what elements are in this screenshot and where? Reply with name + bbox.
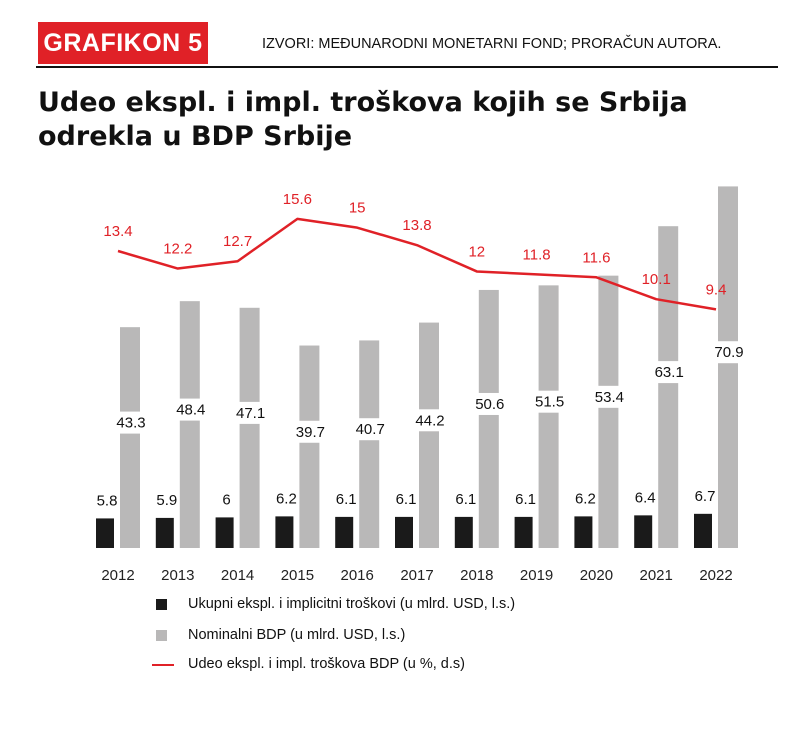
- x-tick-2013: 2013: [161, 567, 194, 584]
- x-tick-2022: 2022: [699, 567, 732, 584]
- label-total-costs-2014: 6: [222, 491, 230, 508]
- bar-gdp-2019: [538, 285, 559, 548]
- bar-total-costs-2013: [155, 517, 174, 548]
- chart-badge: GRAFIKON 5: [38, 22, 208, 64]
- label-gdp-2018: 50.6: [475, 396, 504, 413]
- label-bg-gdp-2016: [352, 418, 387, 441]
- legend-swatch-light: [156, 630, 167, 641]
- bar-total-costs-2018: [454, 516, 473, 548]
- bar-total-costs-2019: [514, 516, 533, 548]
- label-total-costs-2013: 5.9: [156, 492, 177, 509]
- label-bg-gdp-2012: [113, 411, 147, 434]
- label-gdp-2012: 43.3: [116, 415, 145, 432]
- legend-swatch-line: [152, 664, 174, 666]
- label-share-2014: 12.7: [223, 233, 252, 250]
- label-total-costs-2015: 6.2: [276, 490, 297, 507]
- chart-title: Udeo ekspl. i impl. troškova kojih se Sr…: [38, 87, 688, 152]
- label-bg-gdp-2019: [531, 390, 566, 413]
- label-share-2018: 12: [468, 243, 485, 260]
- label-total-costs-2021: 6.4: [635, 489, 656, 506]
- label-share-2021: 10.1: [642, 271, 671, 288]
- bar-total-costs-2017: [395, 516, 413, 548]
- label-gdp-2016: 40.7: [356, 421, 385, 438]
- x-tick-2019: 2019: [520, 567, 553, 584]
- label-share-2012: 13.4: [103, 223, 132, 240]
- bar-total-costs-2014: [215, 517, 234, 548]
- label-gdp-2015: 39.7: [296, 424, 325, 441]
- bar-gdp-2017: [419, 322, 439, 548]
- bar-total-costs-2020: [574, 516, 593, 548]
- label-gdp-2014: 47.1: [236, 405, 265, 422]
- label-bg-gdp-2017: [412, 409, 446, 432]
- label-share-2013: 12.2: [163, 241, 192, 258]
- x-tick-2012: 2012: [101, 567, 134, 584]
- label-total-costs-2022: 6.7: [695, 488, 716, 505]
- label-bg-gdp-2014: [232, 401, 267, 424]
- legend-label-total-costs: Ukupni ekspl. i implicitni troškovi (u m…: [188, 596, 516, 612]
- label-bg-gdp-2020: [591, 385, 626, 408]
- bar-gdp-2016: [359, 340, 380, 548]
- label-bg-gdp-2018: [471, 392, 506, 415]
- label-gdp-2020: 53.4: [595, 389, 624, 406]
- bar-gdp-2015: [299, 345, 320, 548]
- label-share-2019: 11.8: [523, 246, 551, 263]
- header-divider: [36, 66, 778, 68]
- bar-total-costs-2012: [96, 518, 114, 548]
- label-share-2020: 11.6: [582, 249, 610, 266]
- label-gdp-2021: 63.1: [655, 364, 684, 381]
- bar-gdp-2020: [598, 275, 619, 548]
- legend-label-share: Udeo ekspl. i impl. troškova BDP (u %, d…: [188, 656, 465, 672]
- label-total-costs-2020: 6.2: [575, 490, 596, 507]
- label-bg-gdp-2021: [651, 361, 686, 384]
- bar-total-costs-2022: [694, 513, 712, 548]
- label-share-2022: 9.4: [706, 281, 727, 298]
- label-gdp-2013: 48.4: [176, 402, 205, 419]
- bar-gdp-2013: [179, 301, 200, 548]
- label-gdp-2022: 70.9: [714, 344, 743, 361]
- label-total-costs-2018: 6.1: [455, 491, 476, 508]
- x-tick-2018: 2018: [460, 567, 493, 584]
- bar-gdp-2012: [120, 327, 140, 548]
- label-gdp-2019: 51.5: [535, 394, 564, 411]
- label-share-2015: 15.6: [283, 191, 312, 208]
- label-total-costs-2017: 6.1: [396, 491, 417, 508]
- x-tick-2015: 2015: [281, 567, 314, 584]
- bar-total-costs-2015: [275, 516, 294, 548]
- bar-gdp-2018: [478, 289, 499, 548]
- legend-label-gdp: Nominalni BDP (u mlrd. USD, l.s.): [188, 627, 406, 643]
- label-total-costs-2019: 6.1: [515, 491, 536, 508]
- x-tick-2020: 2020: [580, 567, 613, 584]
- bar-total-costs-2016: [335, 516, 354, 548]
- x-tick-2021: 2021: [640, 567, 673, 584]
- label-share-2016: 15: [349, 200, 366, 217]
- x-tick-2014: 2014: [221, 567, 254, 584]
- label-gdp-2017: 44.2: [415, 412, 444, 429]
- source-note: IZVORI: MEĐUNARODNI MONETARNI FOND; PROR…: [262, 36, 722, 52]
- bar-gdp-2021: [658, 226, 679, 548]
- label-bg-gdp-2022: [711, 341, 745, 364]
- line-share-series: [117, 217, 717, 311]
- x-tick-2016: 2016: [341, 567, 374, 584]
- bar-total-costs-2021: [634, 515, 653, 548]
- label-total-costs-2016: 6.1: [336, 491, 357, 508]
- x-tick-2017: 2017: [400, 567, 433, 584]
- label-share-2017: 13.8: [402, 217, 431, 234]
- label-bg-gdp-2015: [292, 420, 327, 443]
- bar-gdp-2022: [718, 186, 738, 548]
- label-bg-gdp-2013: [172, 398, 207, 421]
- bar-gdp-2014: [239, 307, 260, 548]
- label-total-costs-2012: 5.8: [97, 492, 118, 509]
- legend-swatch-dark: [156, 599, 167, 610]
